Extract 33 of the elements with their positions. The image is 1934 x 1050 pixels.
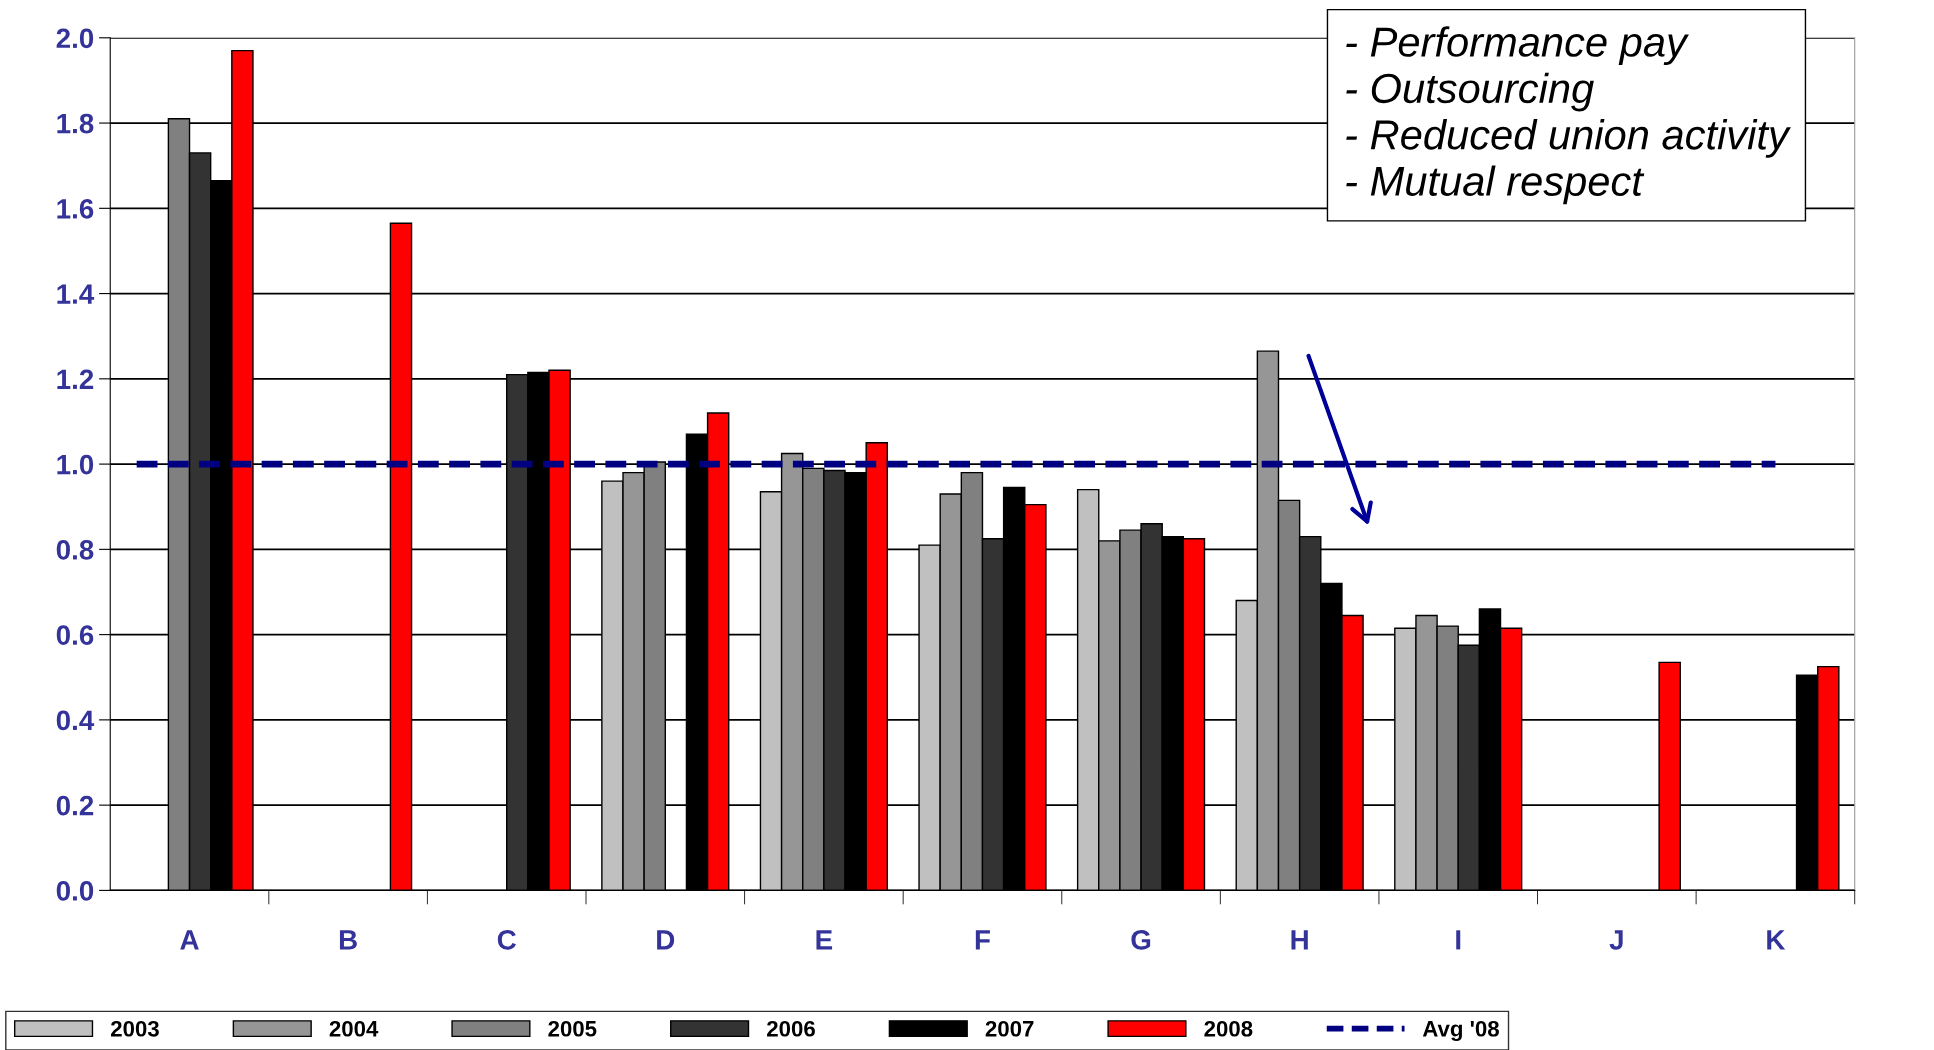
- y-tick-label: 0.6: [56, 625, 94, 645]
- x-tick-label: E: [816, 930, 833, 950]
- legend-label: 2004: [329, 1020, 379, 1037]
- x-tick-label: J: [1609, 930, 1623, 950]
- legend-label: 2003: [111, 1020, 159, 1037]
- annotation: - Outsourcing: [1346, 72, 1594, 112]
- y-tick-label: 0.4: [56, 710, 95, 731]
- x-tick-label: H: [1291, 930, 1308, 950]
- x-tick-label: D: [657, 930, 675, 950]
- y-tick-label: 1.6: [57, 198, 94, 219]
- x-tick-label: K: [1767, 930, 1786, 950]
- x-tick-label: A: [180, 930, 199, 950]
- annotation: - Reduced union activity: [1346, 119, 1791, 158]
- annotation: - Mutual respect: [1346, 165, 1645, 205]
- y-tick-label: 1.0: [57, 454, 94, 475]
- x-tick-label: B: [339, 930, 357, 950]
- y-tick-label: 1.8: [57, 113, 94, 134]
- y-tick-label: 0.0: [56, 881, 94, 901]
- x-tick-label: G: [1131, 930, 1151, 950]
- legend-label: 2008: [1204, 1020, 1253, 1037]
- x-tick-label: C: [497, 930, 516, 950]
- y-tick-label: 1.2: [57, 369, 94, 389]
- y-tick-label: 0.8: [56, 540, 94, 560]
- x-tick-label: F: [975, 930, 990, 950]
- legend-label: 2007: [985, 1020, 1034, 1037]
- y-tick-label: 2.0: [56, 28, 94, 49]
- y-tick-label: 1.4: [57, 284, 95, 304]
- x-tick-label: I: [1456, 930, 1461, 950]
- legend-label: 2005: [548, 1020, 597, 1037]
- y-tick-label: 0.2: [56, 795, 94, 816]
- legend-label: 2006: [767, 1020, 815, 1037]
- annotation: - Performance pay: [1346, 26, 1689, 66]
- legend-label: Avg '08: [1422, 1020, 1499, 1042]
